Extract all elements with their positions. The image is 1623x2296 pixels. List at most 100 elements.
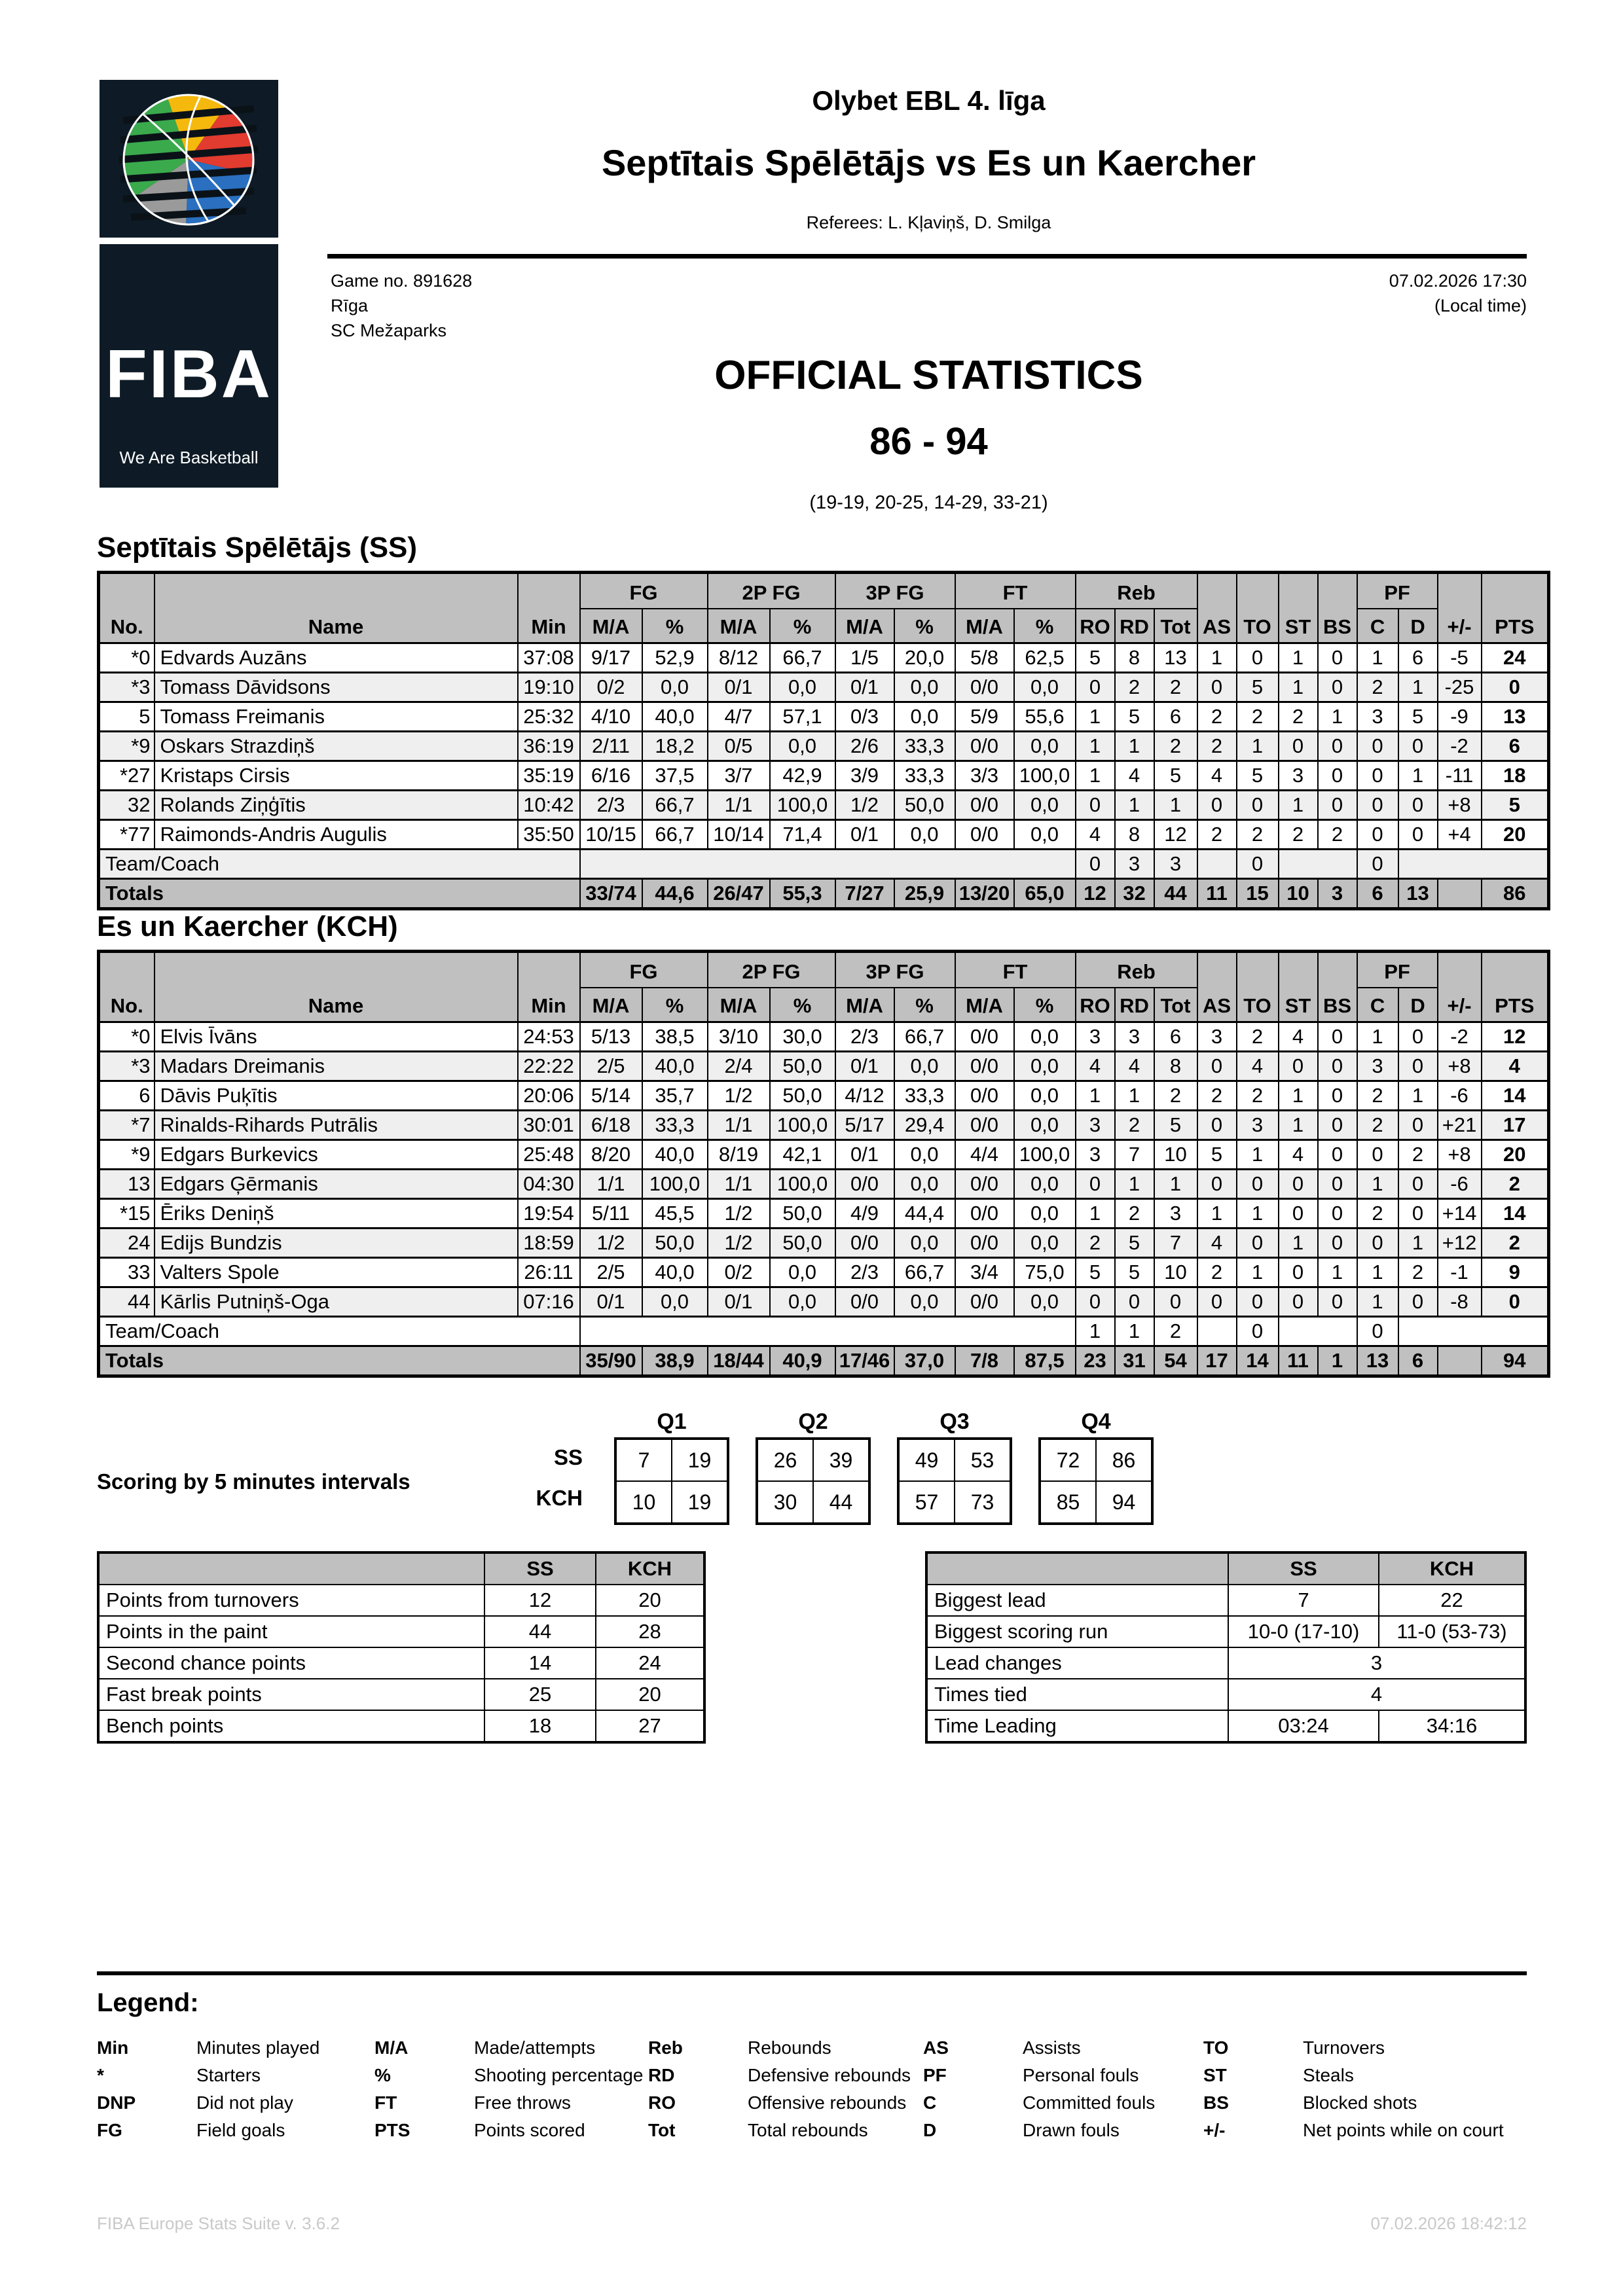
stat-cell: 0 — [1356, 730, 1399, 762]
player-name-cell: Dāvis Puķītis — [153, 1080, 519, 1111]
stat-cell: 0/0 — [954, 730, 1015, 762]
stat-cell: 2 — [1114, 672, 1155, 703]
legend-abbr: C — [923, 2092, 937, 2113]
stat-cell: 13 — [1480, 701, 1550, 732]
stat-cell: -6 — [1436, 1168, 1482, 1200]
stat-cell: 1 — [1074, 701, 1116, 732]
stat-cell: 0,0 — [769, 672, 836, 703]
legend-column: M/A Made/attempts% Shooting percentage FT Fr… — [374, 2037, 648, 2141]
interval-score-cell: 26 — [756, 1438, 814, 1482]
comparison-row: Second chance points 14 24 — [98, 1647, 705, 1679]
stat-cell: 1 — [1074, 1080, 1116, 1111]
stat-cell: 30:01 — [517, 1109, 581, 1141]
stat-cell: 0,0 — [893, 819, 956, 850]
stat-cell: 0,0 — [893, 672, 956, 703]
stat-cell: 0 — [1235, 789, 1279, 821]
footer-app-version: FIBA Europe Stats Suite v. 3.6.2 — [97, 2214, 340, 2233]
stat-cell: 15 — [1235, 878, 1279, 910]
league-title: Olybet EBL 4. līga — [812, 85, 1046, 116]
col-header-as: AS — [1196, 571, 1237, 644]
player-row: *9 Edgars Burkevics 25:48 8/20 40,0 8/19 42,1 0… — [98, 1139, 1550, 1170]
stat-cell: 55,6 — [1013, 701, 1076, 732]
stat-cell: 50,0 — [769, 1227, 836, 1259]
stat-cell: 13/20 — [954, 878, 1015, 910]
legend-desc: Did not play — [196, 2092, 293, 2113]
stat-cell: 0,0 — [1013, 1050, 1076, 1082]
stat-cell: 6 — [98, 1080, 155, 1111]
stat-cell: 1 — [1074, 730, 1116, 762]
stat-cell: *9 — [98, 730, 155, 762]
stat-cell: 4/7 — [706, 701, 771, 732]
interval-score-cell: 72 — [1039, 1438, 1097, 1482]
team-coach-label: Team/Coach — [98, 848, 581, 880]
stat-cell: 17/46 — [834, 1345, 895, 1377]
col-header-fg-pct: % — [641, 608, 708, 644]
stat-cell: 38,9 — [641, 1345, 708, 1377]
comparison-label: Points from turnovers — [98, 1584, 485, 1617]
stat-cell: 0/1 — [834, 1139, 895, 1170]
stat-cell: 1 — [1277, 1109, 1319, 1141]
game-city: Rīga — [331, 296, 369, 315]
stat-cell: 0 — [1397, 1050, 1438, 1082]
comparison-label: Points in the paint — [98, 1615, 485, 1648]
stat-cell: 0 — [1356, 848, 1399, 880]
legend-desc: Total rebounds — [748, 2120, 868, 2140]
stat-cell: 0/0 — [954, 1198, 1015, 1229]
stat-cell: 5/8 — [954, 642, 1015, 673]
stat-cell: 1 — [1397, 1227, 1438, 1259]
group-header-fg: FG — [579, 950, 708, 988]
player-row: *7 Rinalds-Rihards Putrālis 30:01 6/18 33,3 1… — [98, 1109, 1550, 1141]
stat-cell: 0 — [1317, 1168, 1358, 1200]
stat-cell: *15 — [98, 1198, 155, 1229]
cmp-left-ss-header: SS — [484, 1552, 596, 1585]
stat-cell — [1397, 848, 1550, 880]
stat-cell: 0 — [1397, 1198, 1438, 1229]
stat-cell: 0,0 — [1013, 1286, 1076, 1318]
stat-cell: 1 — [1235, 1139, 1279, 1170]
stat-cell: -25 — [1436, 672, 1482, 703]
stat-cell: 2/5 — [579, 1050, 643, 1082]
stat-cell: 24 — [595, 1647, 705, 1679]
stat-cell: 0,0 — [1013, 1080, 1076, 1111]
stat-cell: 0/0 — [954, 1080, 1015, 1111]
stat-cell: 12 — [1480, 1021, 1550, 1052]
stat-cell: 4 — [1235, 1050, 1279, 1082]
stat-cell: *3 — [98, 672, 155, 703]
legend-desc: Personal fouls — [1023, 2065, 1139, 2085]
stat-cell: *7 — [98, 1109, 155, 1141]
stat-cell: 10 — [1153, 1257, 1198, 1288]
cmp-right-kch-header: KCH — [1378, 1552, 1526, 1585]
legend-desc: Turnovers — [1303, 2037, 1385, 2058]
stat-cell: 0 — [1235, 1316, 1279, 1347]
stat-cell: 44,6 — [641, 878, 708, 910]
stat-cell: 0 — [1317, 1021, 1358, 1052]
stat-cell: 3 — [1074, 1139, 1116, 1170]
group-header-ft: FT — [954, 950, 1076, 988]
fiba-wordmark: FIBA We Are Basketball — [100, 244, 278, 488]
legend-columns: Min Minutes played * Starters DNP Did not pla… — [97, 2037, 1527, 2141]
player-name-cell: Oskars Strazdiņš — [153, 730, 519, 762]
comparison-row: Bench points 18 27 — [98, 1710, 705, 1743]
stat-cell: 0 — [1277, 1050, 1319, 1082]
stat-cell: 87,5 — [1013, 1345, 1076, 1377]
stat-cell: 66,7 — [641, 789, 708, 821]
stat-cell: 6 — [1153, 1021, 1198, 1052]
comparison-label: Times tied — [926, 1678, 1229, 1711]
player-row: *77 Raimonds-Andris Augulis 35:50 10/15 66,7… — [98, 819, 1550, 850]
stat-cell: 6 — [1397, 1345, 1438, 1377]
game-info: Game no. 891628 Rīga SC Mežaparks 07.02.… — [331, 268, 1527, 343]
stat-cell: 35/90 — [579, 1345, 643, 1377]
stat-cell: 100,0 — [769, 1109, 836, 1141]
stat-cell: 1 — [1114, 730, 1155, 762]
stat-cell: 1 — [1114, 1080, 1155, 1111]
col-header-bs: BS — [1317, 571, 1358, 644]
group-header-reb: Reb — [1074, 950, 1198, 988]
stat-cell: 0 — [1317, 760, 1358, 791]
group-header-3pfg: 3P FG — [834, 571, 956, 609]
stat-cell: 1 — [1356, 1021, 1399, 1052]
legend-abbr: TO — [1203, 2037, 1229, 2058]
stat-cell: 1 — [1277, 642, 1319, 673]
stat-cell: 1/2 — [706, 1227, 771, 1259]
stat-cell: 3 — [1074, 1021, 1116, 1052]
player-name-cell: Edijs Bundzis — [153, 1227, 519, 1259]
